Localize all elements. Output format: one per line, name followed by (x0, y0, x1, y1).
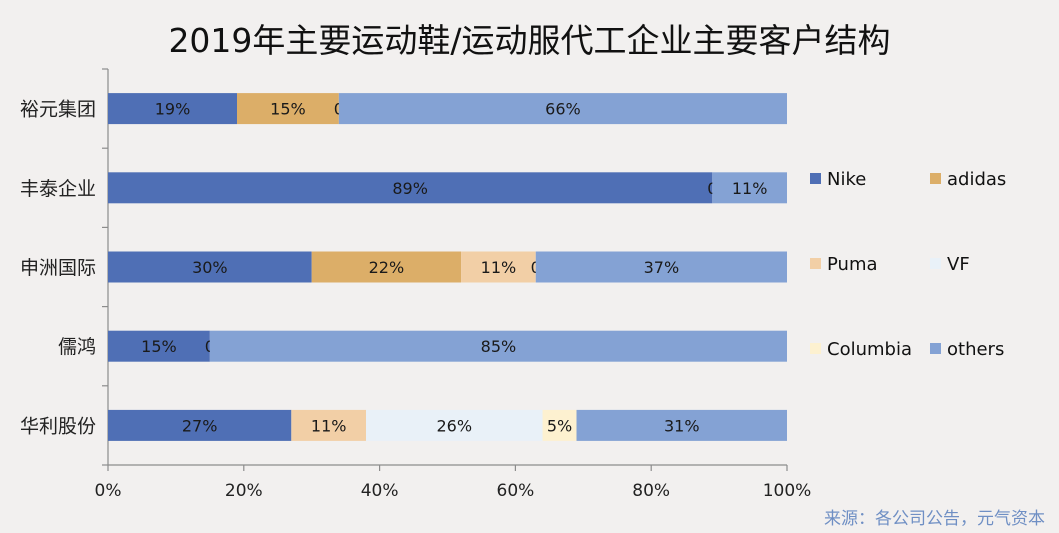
legend-label: Puma (827, 254, 878, 275)
data-label: 89% (392, 179, 428, 198)
x-tick-label: 80% (632, 481, 670, 501)
data-label: 11% (311, 416, 347, 435)
data-label: 26% (437, 416, 473, 435)
bar-segment (209, 330, 788, 362)
data-label: 85% (481, 337, 517, 356)
x-tick-label: 100% (763, 481, 812, 501)
bar-segment (542, 409, 577, 441)
data-label: 11% (481, 258, 517, 277)
bar-segment (237, 93, 339, 125)
legend-swatch (930, 258, 941, 269)
legend-swatch (810, 343, 821, 354)
legend-label: Columbia (827, 339, 912, 360)
data-label: 11% (732, 179, 768, 198)
chart-title: 2019年主要运动鞋/运动服代工企业主要客户结构 (168, 21, 891, 60)
legend-label: others (947, 339, 1004, 360)
bar-segment (108, 251, 312, 283)
bar-segment (461, 251, 536, 283)
source-note: 来源：各公司公告，元气资本 (824, 509, 1045, 529)
bar-segment (291, 409, 367, 441)
bar-segment (311, 251, 462, 283)
data-label: 37% (644, 258, 680, 277)
x-tick-label: 40% (361, 481, 399, 501)
bar-segment (108, 93, 238, 125)
data-label: 30% (192, 258, 228, 277)
bar-segment (108, 172, 713, 204)
bar-segment (108, 409, 292, 441)
legend-label: adidas (947, 169, 1006, 190)
legend-swatch (810, 173, 821, 184)
category-label: 申洲国际 (20, 257, 96, 279)
data-label: 27% (182, 416, 218, 435)
bar-segment (576, 409, 787, 441)
data-label: 15% (141, 337, 177, 356)
data-label: 66% (545, 100, 581, 119)
bar-segment (535, 251, 787, 283)
category-label: 丰泰企业 (20, 178, 96, 200)
bar-segment (338, 93, 787, 125)
data-label: 31% (664, 416, 700, 435)
category-label: 华利股份 (20, 415, 96, 437)
category-label: 裕元集团 (20, 99, 96, 121)
bar-segment (712, 172, 787, 204)
x-tick-label: 20% (225, 481, 263, 501)
x-tick-label: 60% (497, 481, 535, 501)
bar-segment (366, 409, 543, 441)
legend-swatch (930, 343, 941, 354)
data-label: 5% (547, 416, 572, 435)
x-tick-label: 0% (95, 481, 122, 501)
data-label: 19% (155, 100, 191, 119)
data-label: 22% (369, 258, 405, 277)
bar-segment (108, 330, 210, 362)
category-label: 儒鸿 (58, 336, 96, 358)
legend-label: Nike (827, 169, 866, 190)
legend-label: VF (947, 254, 970, 275)
legend-swatch (930, 173, 941, 184)
legend-swatch (810, 258, 821, 269)
data-label: 15% (270, 100, 306, 119)
